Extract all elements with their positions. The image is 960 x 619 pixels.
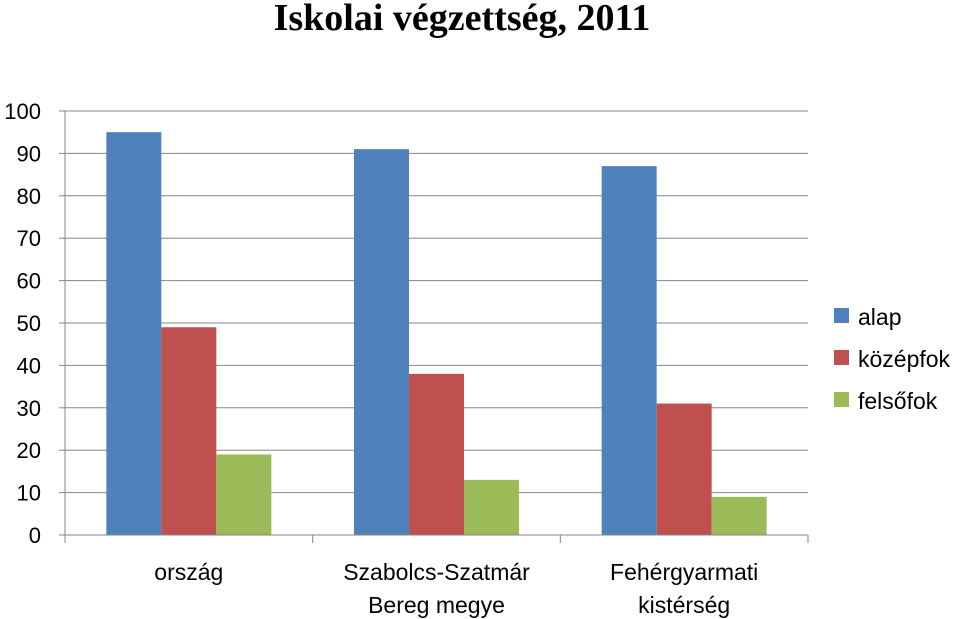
x-category-label: ország — [154, 559, 223, 585]
y-tick-label: 30 — [17, 396, 41, 421]
y-tick-label: 0 — [29, 523, 41, 548]
x-category-label: kistérség — [638, 592, 730, 618]
chart-title: Iskolai végzettség, 2011 — [274, 0, 651, 39]
bars — [106, 132, 767, 535]
x-category-label: Bereg megye — [368, 592, 505, 618]
bar-felsőfok-0 — [216, 454, 272, 535]
y-tick-label: 50 — [17, 311, 41, 336]
legend: alap középfok felsőfok — [834, 304, 951, 414]
y-tick-label: 20 — [17, 438, 41, 463]
legend-label: felsőfok — [858, 388, 938, 414]
legend-swatch-felsőfok — [834, 392, 849, 407]
y-tick-label: 40 — [17, 353, 41, 378]
axes — [64, 111, 809, 543]
bar-felsőfok-1 — [464, 479, 519, 535]
legend-label: középfok — [858, 346, 951, 372]
bar-alap-1 — [354, 149, 409, 535]
y-axis-ticks: 0 10 20 30 40 50 60 70 80 90 100 — [4, 99, 65, 548]
x-category-label: Fehérgyarmati — [610, 559, 758, 585]
bar-középfok-2 — [656, 403, 712, 535]
bar-alap-2 — [601, 166, 657, 535]
legend-swatch-középfok — [834, 350, 849, 365]
legend-swatch-alap — [834, 308, 849, 323]
y-tick-label: 70 — [17, 226, 41, 251]
y-tick-label: 90 — [17, 141, 41, 166]
y-tick-label: 60 — [17, 269, 41, 294]
x-axis-labels: ország Szabolcs-Szatmár Bereg megye Fehérgy… — [154, 559, 758, 618]
legend-label: alap — [858, 304, 901, 330]
bar-középfok-0 — [161, 327, 217, 535]
y-tick-label: 10 — [17, 481, 41, 506]
y-tick-label: 80 — [17, 184, 41, 209]
bar-felsőfok-2 — [711, 496, 767, 535]
bar-alap-0 — [106, 132, 162, 535]
bar-középfok-1 — [409, 373, 464, 535]
y-tick-label: 100 — [4, 99, 41, 124]
x-category-label: Szabolcs-Szatmár — [343, 559, 530, 585]
